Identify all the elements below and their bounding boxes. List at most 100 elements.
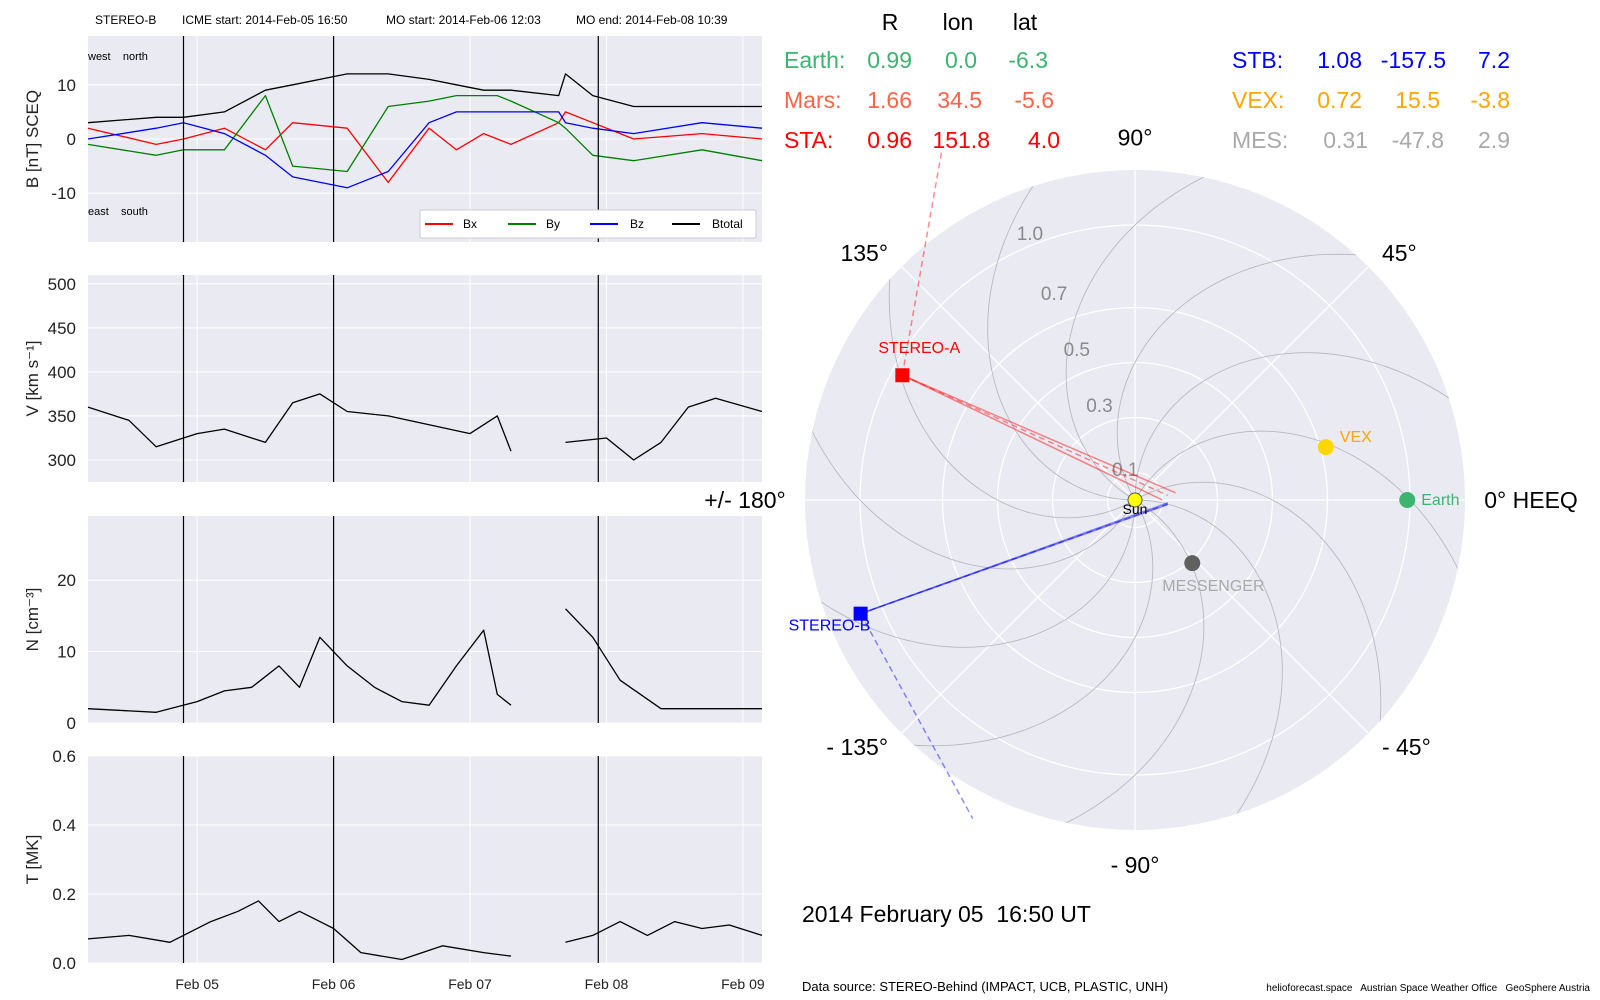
earth-row-lat: -6.3: [1008, 47, 1048, 73]
header-lat: lat: [1013, 9, 1038, 35]
header-lon: lon: [943, 9, 974, 35]
y-tick-label: 10: [57, 76, 76, 95]
mars-row-lon: 34.5: [937, 87, 982, 113]
x-tick-label: Feb 09: [721, 976, 765, 992]
vex-marker: [1317, 439, 1334, 456]
y-tick-label: 300: [48, 451, 76, 470]
y-tick-label: 0: [67, 714, 76, 733]
positions-table: R lon lat Earth: 0.99 0.0 -6.3 Mars: 1.6…: [784, 9, 1510, 153]
y-tick-label: 500: [48, 275, 76, 294]
sta-row-lat: 4.0: [1028, 127, 1060, 153]
stb-fov-line: [859, 613, 974, 819]
radial-tick-label: 1.0: [1017, 224, 1043, 245]
parker-spiral-line: [1065, 170, 1225, 501]
parker-spiral-line: [1134, 481, 1382, 744]
y-tick-label: 350: [48, 407, 76, 426]
b-legend: Bx By Bz Btotal: [419, 209, 757, 239]
sun-label: Sun: [1123, 501, 1148, 517]
radial-tick-label: 0.7: [1041, 284, 1067, 305]
icme-start-label: ICME start: 2014-Feb-05 16:50: [182, 13, 348, 27]
angular-gridline: [901, 266, 1136, 501]
mars-row-name: Mars:: [784, 87, 842, 113]
y-axis-label: T [MK]: [23, 835, 42, 885]
parker-spiral-line: [891, 499, 1154, 747]
orientation-label: - 135°: [826, 734, 888, 760]
density-panel: 0 10 20 N [cm⁻³]: [23, 516, 762, 733]
legend-btotal-label: Btotal: [712, 217, 743, 231]
parker-spirals: [805, 170, 1465, 830]
parker-spiral-line: [1134, 352, 1465, 501]
mars-row-r: 1.66: [867, 87, 912, 113]
stb-fov-line: [860, 503, 1168, 615]
radial-tick-label: 0.3: [1086, 396, 1112, 417]
header-r: R: [882, 9, 899, 35]
west-north-annotation: west north: [87, 51, 148, 63]
stb-row-name: STB:: [1232, 47, 1283, 73]
spacecraft-label: STEREO-B: [95, 13, 156, 27]
y-tick-label: 450: [48, 319, 76, 338]
legend-by-label: By: [546, 217, 560, 231]
angular-gridline: [1134, 266, 1369, 501]
messenger-marker: [1184, 555, 1201, 572]
y-tick-label: 0: [67, 130, 76, 149]
earth-marker: [1399, 492, 1416, 508]
parker-spiral-line: [1116, 253, 1379, 501]
y-tick-label: -10: [51, 184, 76, 203]
orientation-label: 90°: [1118, 124, 1153, 150]
parker-spiral-line: [1134, 499, 1283, 830]
east-south-annotation: east south: [88, 206, 148, 218]
y-tick-label: 10: [57, 643, 76, 662]
y-axis-label: V [km s⁻¹]: [23, 340, 42, 416]
orientation-label: 135°: [840, 240, 888, 266]
parker-spiral-line: [805, 499, 1136, 648]
vex-row-r: 0.72: [1317, 87, 1362, 113]
radial-tick-label: 0.5: [1064, 340, 1090, 361]
polar-plot: 0.1 0.3 0.5 0.7 1.0 90° 45° 0° HEEQ - 45° - 90° - …: [704, 124, 1578, 878]
orientation-label: +/- 180°: [704, 487, 785, 513]
plot-area: [88, 756, 762, 963]
stereo-a-label: STEREO-A: [878, 340, 960, 357]
stereo-a-marker: [895, 368, 910, 383]
sta-fov-line: [901, 151, 943, 376]
vex-row-lat: -3.8: [1470, 87, 1510, 113]
radial-tick-label: 0.1: [1112, 460, 1138, 481]
earth-row-name: Earth:: [784, 47, 845, 73]
stereo-b-marker: [853, 606, 868, 621]
b-field-panel: -10 0 10 B [nT] SCEQ: [23, 36, 763, 242]
stereo-b-label: STEREO-B: [789, 618, 871, 635]
orientation-label: 0° HEEQ: [1484, 487, 1578, 513]
sun-marker: [1127, 492, 1143, 508]
series-line-v: [87, 393, 763, 461]
y-tick-label: 0.2: [52, 885, 76, 904]
plot-area: [88, 516, 762, 723]
parker-spiral-line: [805, 410, 1136, 570]
stb-fov-line: [860, 502, 1169, 615]
x-tick-label: Feb 05: [175, 976, 219, 992]
sta-fov-line: [902, 374, 1163, 501]
x-tick-label: Feb 06: [312, 976, 356, 992]
parker-spiral-line: [1134, 430, 1465, 590]
stb-row-lat: 7.2: [1478, 47, 1510, 73]
credits-label: helioforecast.space Austrian Space Weath…: [1266, 983, 1590, 994]
earth-row-r: 0.99: [867, 47, 912, 73]
x-tick-label: Feb 08: [585, 976, 629, 992]
y-tick-label: 400: [48, 363, 76, 382]
sta-row-name: STA:: [784, 127, 833, 153]
legend-bz-label: Bz: [630, 217, 644, 231]
sta-row-lon: 151.8: [932, 127, 990, 153]
mes-row-name: MES:: [1232, 127, 1288, 153]
series-line-by: [87, 94, 763, 173]
timestamp-label: 2014 February 05 16:50 UT: [802, 901, 1091, 927]
orientation-label: 45°: [1382, 240, 1417, 266]
plot-area: [88, 275, 762, 482]
series-line-bx: [87, 111, 763, 184]
mes-row-r: 0.31: [1323, 127, 1368, 153]
vex-row-lon: 15.5: [1395, 87, 1440, 113]
angular-gridline: [901, 499, 1136, 734]
y-axis-label: N [cm⁻³]: [23, 588, 42, 652]
legend-box: [419, 209, 757, 239]
parker-spiral-line: [1045, 499, 1205, 830]
y-tick-label: 0.4: [52, 816, 76, 835]
series-line-bz: [87, 111, 763, 189]
speed-panel: 300 350 400 450 500 V [km s⁻¹]: [23, 275, 763, 482]
